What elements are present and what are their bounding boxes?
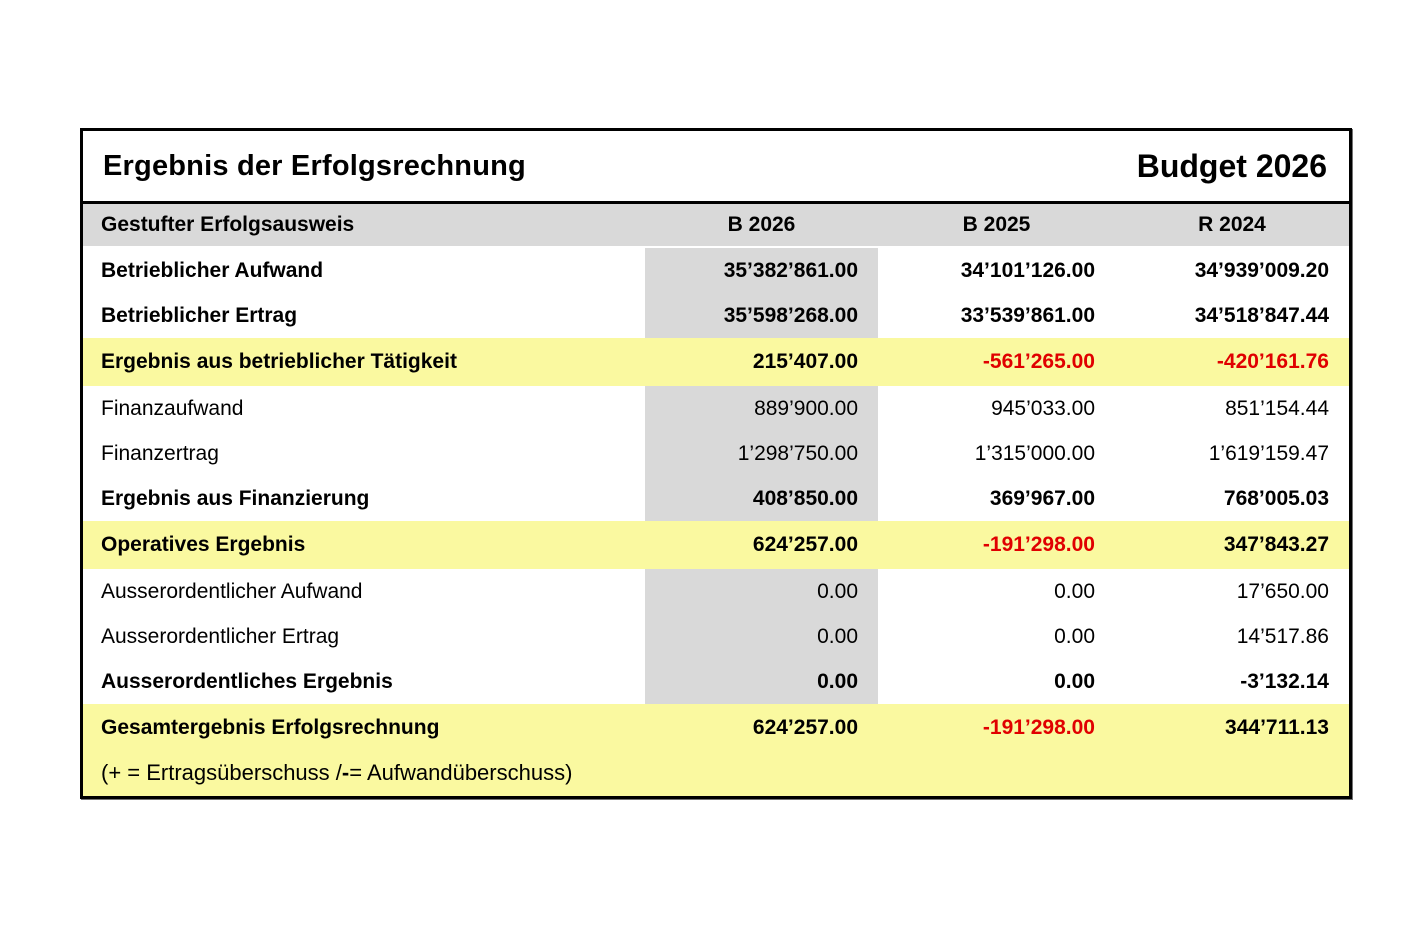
table-row: Ausserordentlicher Ertrag 0.00 0.00 14’5… <box>83 614 1349 659</box>
cell-r2024: 768’005.03 <box>1223 486 1329 510</box>
row-label: Betrieblicher Ertrag <box>101 303 298 327</box>
cell-b2026: 0.00 <box>645 569 878 614</box>
row-label: Finanzaufwand <box>101 396 244 420</box>
result-row: Ergebnis aus betrieblicher Tätigkeit 215… <box>83 338 1349 386</box>
column-header-r2024: R 2024 <box>1198 213 1266 236</box>
cell-r2024: 14’517.86 <box>1236 624 1329 648</box>
footnote-text-pre: (+ = Ertragsüberschuss / <box>101 760 342 785</box>
row-label: Gesamtergebnis Erfolgsrechnung <box>101 716 440 739</box>
row-label: Ausserordentliches Ergebnis <box>101 669 393 693</box>
cell-r2024: 851’154.44 <box>1225 396 1329 420</box>
row-label: Ausserordentlicher Aufwand <box>101 579 363 603</box>
cell-b2025: 1’315’000.00 <box>974 441 1095 465</box>
cell-b2025: 0.00 <box>1054 624 1095 648</box>
cell-r2024: 34’939’009.20 <box>1194 258 1329 282</box>
footnote-minus-sign: - <box>341 760 350 785</box>
footnote-text-post: = Aufwandüberschuss) <box>349 760 573 785</box>
table-row: Finanzaufwand 889’900.00 945’033.00 851’… <box>83 386 1349 431</box>
cell-b2025-negative: -191’298.00 <box>982 716 1095 739</box>
column-header-b2026: B 2026 <box>727 213 796 236</box>
column-header-b2025: B 2025 <box>962 213 1031 236</box>
cell-b2025: 945’033.00 <box>991 396 1095 420</box>
table-row: Ausserordentliches Ergebnis 0.00 0.00 -3… <box>83 659 1349 704</box>
cell-b2025-negative: -191’298.00 <box>982 533 1095 556</box>
cell-b2025: 33’539’861.00 <box>960 303 1095 327</box>
table-title-bar: Ergebnis der Erfolgsrechnung Budget 2026 <box>83 131 1349 204</box>
cell-b2025: 34’101’126.00 <box>960 258 1095 282</box>
column-header-row: Gestufter Erfolgsausweis B 2026 B 2025 R… <box>83 204 1349 246</box>
row-label: Ergebnis aus Finanzierung <box>101 486 370 510</box>
table-row: Betrieblicher Ertrag 35’598’268.00 33’53… <box>83 293 1349 338</box>
column-header-label: Gestufter Erfolgsausweis <box>101 213 355 236</box>
cell-b2026: 35’382’861.00 <box>645 248 878 293</box>
cell-b2026: 0.00 <box>645 614 878 659</box>
cell-b2026: 0.00 <box>645 659 878 704</box>
cell-b2026: 624’257.00 <box>752 716 858 739</box>
results-table: Ergebnis der Erfolgsrechnung Budget 2026… <box>80 128 1352 799</box>
cell-r2024: 347’843.27 <box>1223 533 1329 556</box>
row-label: Ergebnis aus betrieblicher Tätigkeit <box>101 350 457 373</box>
footnote: (+ = Ertragsüberschuss / - = Aufwandüber… <box>83 752 1349 794</box>
table-row: Betrieblicher Aufwand 35’382’861.00 34’1… <box>83 248 1349 293</box>
cell-b2026: 624’257.00 <box>752 533 858 556</box>
row-label: Betrieblicher Aufwand <box>101 258 324 282</box>
row-label: Finanzertrag <box>101 441 219 465</box>
cell-b2026: 35’598’268.00 <box>645 293 878 338</box>
cell-r2024-negative: -420’161.76 <box>1216 350 1329 373</box>
cell-b2025: 0.00 <box>1054 669 1095 693</box>
table-row: Ausserordentlicher Aufwand 0.00 0.00 17’… <box>83 569 1349 614</box>
cell-b2025-negative: -561’265.00 <box>982 350 1095 373</box>
cell-b2026: 215’407.00 <box>752 350 858 373</box>
result-row: Operatives Ergebnis 624’257.00 -191’298.… <box>83 521 1349 569</box>
cell-r2024: 34’518’847.44 <box>1194 303 1329 327</box>
cell-b2025: 0.00 <box>1054 579 1095 603</box>
cell-b2026: 408’850.00 <box>645 476 878 521</box>
table-row: Finanzertrag 1’298’750.00 1’315’000.00 1… <box>83 431 1349 476</box>
row-label: Operatives Ergebnis <box>101 533 306 556</box>
budget-year-label: Budget 2026 <box>1136 147 1327 184</box>
total-result-section: Gesamtergebnis Erfolgsrechnung 624’257.0… <box>83 704 1349 796</box>
cell-r2024: 17’650.00 <box>1236 579 1329 603</box>
page-title: Ergebnis der Erfolgsrechnung <box>103 149 526 182</box>
cell-b2026: 889’900.00 <box>645 386 878 431</box>
cell-r2024: 1’619’159.47 <box>1208 441 1329 465</box>
row-label: Ausserordentlicher Ertrag <box>101 624 340 648</box>
cell-b2025: 369’967.00 <box>989 486 1095 510</box>
table-row: Ergebnis aus Finanzierung 408’850.00 369… <box>83 476 1349 521</box>
cell-r2024: 344’711.13 <box>1225 716 1329 739</box>
cell-b2026: 1’298’750.00 <box>645 431 878 476</box>
cell-r2024: -3’132.14 <box>1240 669 1329 693</box>
result-row: Gesamtergebnis Erfolgsrechnung 624’257.0… <box>83 704 1349 752</box>
